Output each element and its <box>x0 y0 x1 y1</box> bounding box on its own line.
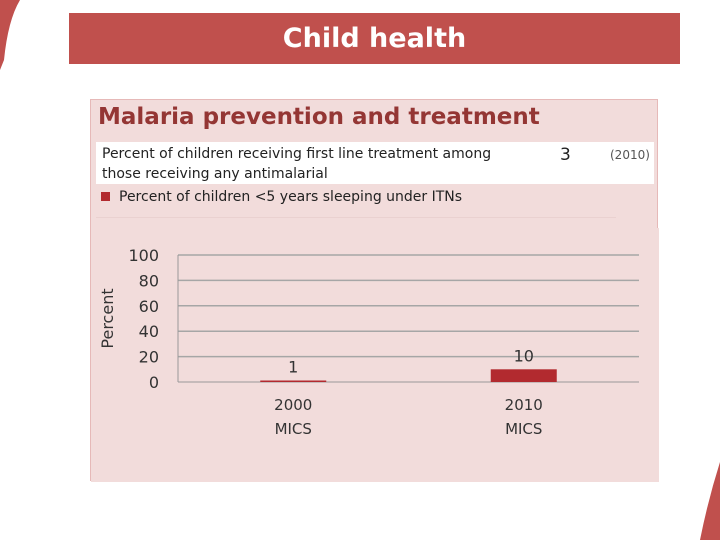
panel-title: Malaria prevention and treatment <box>98 104 540 130</box>
treatment-info-line1: Percent of children receiving first line… <box>102 146 492 162</box>
data-label-0: 1 <box>288 358 298 377</box>
legend-entry: Percent of children <5 years sleeping un… <box>101 189 462 205</box>
y-tick-label-40: 40 <box>139 322 159 341</box>
legend-label: Percent of children <5 years sleeping un… <box>119 189 463 205</box>
slide-title: Child health <box>282 23 467 54</box>
slide-title-bar: Child health <box>69 13 680 64</box>
divider <box>96 217 616 218</box>
treatment-info-text: Percent of children receiving first line… <box>102 144 532 184</box>
y-tick-label-100: 100 <box>128 246 159 265</box>
y-tick-label-0: 0 <box>149 373 159 392</box>
bar-0 <box>260 380 327 382</box>
y-tick-label-60: 60 <box>139 297 159 316</box>
data-label-1: 10 <box>514 346 534 365</box>
x-tick-label-1-1: MICS <box>505 420 542 438</box>
malaria-panel: Malaria prevention and treatment Percent… <box>90 99 659 482</box>
treatment-info-value: 3 <box>560 145 571 165</box>
treatment-info-line2: those receiving any antimalarial <box>102 166 328 182</box>
x-tick-label-0-0: 2000 <box>274 396 312 414</box>
treatment-info-year: (2010) <box>610 148 650 162</box>
y-axis-label: Percent <box>98 288 117 348</box>
x-tick-label-1-0: 2010 <box>505 396 543 414</box>
legend-swatch <box>101 192 110 201</box>
x-tick-label-0-1: MICS <box>275 420 312 438</box>
bar-1 <box>490 369 557 382</box>
chart-area: 0 20 40 60 80 100 Percent 1 2000 MICS 10 2010 MICS <box>91 228 659 482</box>
y-tick-label-20: 20 <box>139 348 159 367</box>
treatment-info-box: Percent of children receiving first line… <box>96 142 654 184</box>
y-tick-label-80: 80 <box>139 271 159 290</box>
bar-chart: 0 20 40 60 80 100 Percent 1 2000 MICS 10 2010 MICS <box>98 246 639 438</box>
